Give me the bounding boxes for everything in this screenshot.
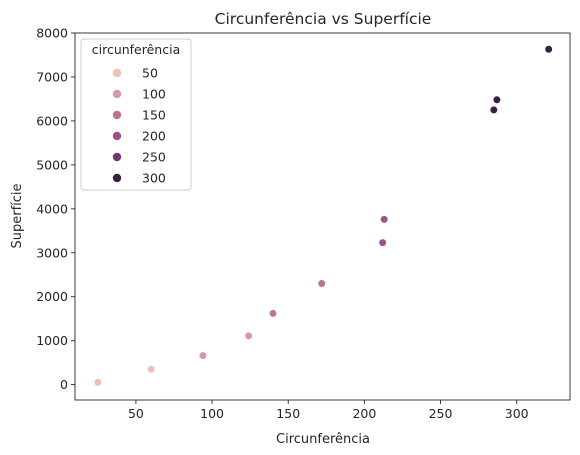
legend-entries: 50 100 150 200 250 300	[112, 66, 166, 186]
y-tick-label: 0	[60, 377, 68, 392]
data-point	[544, 45, 553, 54]
legend-marker	[112, 173, 122, 183]
y-tick-label: 7000	[36, 69, 68, 84]
y-axis-label: Superfície	[10, 183, 25, 248]
chart-title: Circunferência vs Superfície	[215, 10, 432, 28]
data-point	[380, 215, 389, 224]
x-tick-label: 250	[429, 406, 453, 421]
data-point	[244, 331, 253, 340]
legend-title: circunferência	[92, 42, 181, 57]
data-point	[268, 309, 278, 318]
data-point	[489, 105, 498, 115]
legend-marker	[112, 152, 122, 162]
data-point	[317, 279, 326, 288]
legend-marker	[112, 110, 122, 120]
legend-marker	[112, 131, 122, 141]
legend-label: 50	[142, 66, 158, 81]
x-axis-label: Circunferência	[276, 432, 370, 447]
data-point	[147, 365, 156, 374]
y-tick-label: 4000	[36, 201, 68, 216]
y-tick-label: 3000	[36, 245, 68, 260]
x-tick-label: 100	[200, 406, 224, 421]
legend: circunferência 50 100 150 200 250 300	[80, 38, 192, 191]
legend-frame	[80, 38, 192, 191]
data-point	[198, 351, 208, 360]
data-points	[93, 45, 553, 387]
x-tick-label: 300	[505, 406, 529, 421]
y-tick-label: 6000	[36, 113, 68, 128]
y-tick-label: 1000	[36, 333, 68, 348]
x-tick-label: 150	[276, 406, 300, 421]
data-point	[492, 95, 501, 104]
y-axis: 0 1000 2000 3000 4000 5000 6000 7000 8000	[36, 26, 75, 392]
legend-label: 150	[142, 108, 166, 123]
plot-area-frame	[74, 32, 571, 401]
legend-marker	[112, 89, 122, 99]
y-tick-label: 8000	[36, 26, 68, 41]
legend-label: 200	[142, 129, 166, 144]
legend-label: 100	[142, 87, 166, 102]
legend-label: 300	[142, 171, 166, 186]
x-axis: 50 100 150 200 250 300	[128, 400, 529, 421]
data-point	[93, 378, 102, 387]
legend-marker	[112, 68, 122, 78]
x-tick-label: 200	[352, 406, 376, 421]
data-point	[378, 238, 387, 247]
y-tick-label: 2000	[36, 289, 68, 304]
legend-label: 250	[142, 150, 166, 165]
x-tick-label: 50	[128, 406, 144, 421]
y-tick-label: 5000	[36, 157, 68, 172]
